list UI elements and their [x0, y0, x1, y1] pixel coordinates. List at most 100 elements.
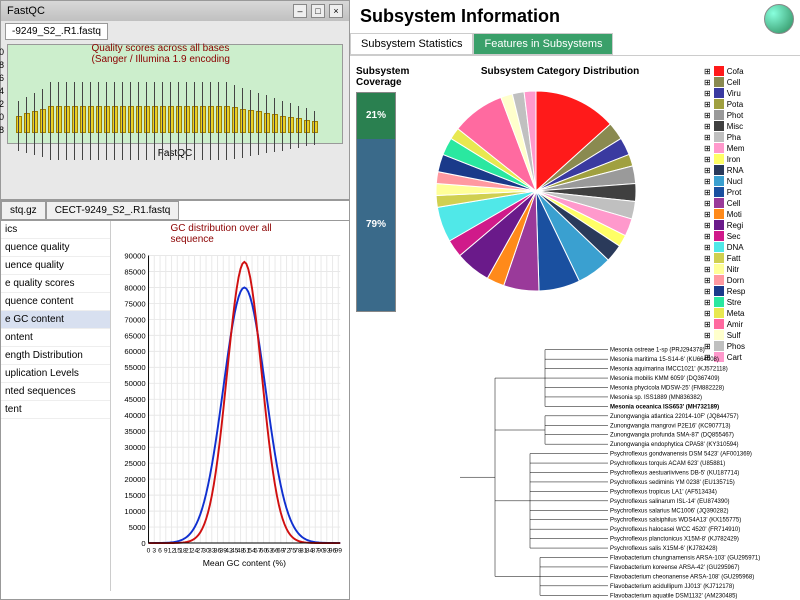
svg-text:75000: 75000	[124, 299, 145, 308]
svg-text:Zunongwangia mangrovi P2E16' (: Zunongwangia mangrovi P2E16' (KC907713)	[610, 423, 731, 429]
svg-text:99: 99	[335, 548, 343, 555]
coverage-block: Subsystem Coverage 21%79%	[356, 66, 416, 363]
subsystem-tab-1[interactable]: Features in Subsystems	[473, 33, 613, 55]
gc-title: GC distribution over all sequence	[171, 223, 290, 245]
svg-text:60000: 60000	[124, 347, 145, 356]
pie-legend: ⊞Cofa⊞Cell⊞Viru⊞Pota⊞Phot⊞Misc⊞Pha⊞Mem⊞I…	[704, 66, 794, 363]
svg-text:40000: 40000	[124, 411, 145, 420]
sidebar-item-6[interactable]: ontent	[1, 329, 110, 347]
legend-item[interactable]: ⊞Dorn	[704, 275, 794, 285]
legend-item[interactable]: ⊞Prot	[704, 187, 794, 197]
gc-svg: 0500010000150002000025000300003500040000…	[115, 225, 345, 587]
svg-text:Mesonia mobilis KMM 6059' (DQ3: Mesonia mobilis KMM 6059' (DQ367409)	[610, 376, 720, 382]
legend-item[interactable]: ⊞Fatt	[704, 253, 794, 263]
svg-text:35000: 35000	[124, 427, 145, 436]
legend-item[interactable]: ⊞Amir	[704, 319, 794, 329]
fastqc-window-1: FastQC – □ × -9249_S2_.R1.fastq Quality …	[0, 0, 350, 200]
legend-item[interactable]: ⊞Nucl	[704, 176, 794, 186]
sidebar-item-0[interactable]: ics	[1, 221, 110, 239]
ytick: 38	[0, 60, 4, 70]
coverage-title: Subsystem Coverage	[356, 66, 416, 88]
legend-item[interactable]: ⊞DNA	[704, 242, 794, 252]
svg-text:10000: 10000	[124, 507, 145, 516]
svg-text:Psychroflexus torquis ACAM 623: Psychroflexus torquis ACAM 623' (U85881)	[610, 461, 725, 467]
svg-text:Mesonia maritima 15-S14-6' (KU: Mesonia maritima 15-S14-6' (KU664008)	[610, 357, 719, 363]
boxplot-title: Quality scores across all bases (Sanger …	[92, 43, 259, 65]
svg-text:0: 0	[141, 539, 145, 548]
legend-item[interactable]: ⊞Cofa	[704, 66, 794, 76]
subsystem-tab-0[interactable]: Subsystem Statistics	[350, 33, 473, 55]
fastqc-window-2: stq.gzCECT-9249_S2_.R1.fastq icsquence q…	[0, 200, 350, 600]
svg-text:Mesonia oceanica ISS653' (MH73: Mesonia oceanica ISS653' (MH732189)	[610, 404, 719, 410]
sidebar-item-1[interactable]: quence quality	[1, 239, 110, 257]
svg-text:30000: 30000	[124, 443, 145, 452]
svg-text:6: 6	[158, 548, 162, 555]
legend-item[interactable]: ⊞Resp	[704, 286, 794, 296]
sidebar-item-8[interactable]: uplication Levels	[1, 365, 110, 383]
sidebar-item-7[interactable]: ength Distribution	[1, 347, 110, 365]
ytick: 30	[0, 112, 4, 122]
sidebar-item-3[interactable]: e quality scores	[1, 275, 110, 293]
analysis-sidebar: icsquence qualityuence qualitye quality …	[1, 221, 111, 591]
subsystem-panel: Subsystem Information Subsystem Statisti…	[350, 0, 800, 345]
legend-item[interactable]: ⊞Cell	[704, 198, 794, 208]
legend-item[interactable]: ⊞Viru	[704, 88, 794, 98]
ytick: 40	[0, 47, 4, 57]
svg-text:Mesonia aquimarina IMCC1021' (: Mesonia aquimarina IMCC1021' (KJ572118)	[610, 367, 728, 373]
svg-text:Psychroflexus aestuariivivens: Psychroflexus aestuariivivens DB-5' (KU1…	[610, 471, 739, 477]
ytick: 32	[0, 99, 4, 109]
legend-item[interactable]: ⊞Phot	[704, 110, 794, 120]
svg-text:Psychroflexus planctonicus X15: Psychroflexus planctonicus X15M-8' (KJ78…	[610, 537, 739, 543]
quality-boxplot: Quality scores across all bases (Sanger …	[7, 44, 343, 144]
close-button[interactable]: ×	[329, 4, 343, 18]
window-buttons: – □ ×	[293, 4, 343, 18]
sidebar-item-10[interactable]: tent	[1, 401, 110, 419]
pie-chart	[426, 81, 646, 301]
legend-item[interactable]: ⊞Misc	[704, 121, 794, 131]
svg-text:0: 0	[147, 548, 151, 555]
svg-text:45000: 45000	[124, 395, 145, 404]
svg-text:Mesonia ostreae 1-sp (PRJ29437: Mesonia ostreae 1-sp (PRJ294378)	[610, 348, 705, 354]
pie-area: Subsystem Category Distribution	[426, 66, 694, 363]
coverage-bar: 21%79%	[356, 92, 396, 312]
legend-item[interactable]: ⊞Sec	[704, 231, 794, 241]
legend-item[interactable]: ⊞Regi	[704, 220, 794, 230]
svg-text:Flavobacterium chungnamensis A: Flavobacterium chungnamensis ARSA-103' (…	[610, 556, 760, 562]
legend-item[interactable]: ⊞Nitr	[704, 264, 794, 274]
svg-text:90000: 90000	[124, 251, 145, 260]
maximize-button[interactable]: □	[311, 4, 325, 18]
file-tab-0[interactable]: stq.gz	[1, 201, 46, 220]
legend-item[interactable]: ⊞Meta	[704, 308, 794, 318]
sidebar-item-9[interactable]: nted sequences	[1, 383, 110, 401]
legend-item[interactable]: ⊞Cell	[704, 77, 794, 87]
file-tab[interactable]: -9249_S2_.R1.fastq	[5, 23, 108, 40]
svg-text:Psychroflexus salsiphilus WDS4: Psychroflexus salsiphilus WDS4A13' (KX15…	[610, 518, 741, 524]
footer-label: FastQC	[1, 146, 349, 161]
file-tab-1[interactable]: CECT-9249_S2_.R1.fastq	[46, 201, 180, 220]
legend-item[interactable]: ⊞Mem	[704, 143, 794, 153]
svg-text:Zunongwangia atlantica 22014-1: Zunongwangia atlantica 22014-10F' (JQ844…	[610, 414, 739, 420]
ytick: 28	[0, 125, 4, 135]
svg-text:85000: 85000	[124, 267, 145, 276]
legend-item[interactable]: ⊞Iron	[704, 154, 794, 164]
minimize-button[interactable]: –	[293, 4, 307, 18]
svg-text:65000: 65000	[124, 331, 145, 340]
svg-text:Psychroflexus salis X15M-6' (K: Psychroflexus salis X15M-6' (KJ782428)	[610, 546, 718, 552]
sidebar-item-2[interactable]: uence quality	[1, 257, 110, 275]
legend-item[interactable]: ⊞RNA	[704, 165, 794, 175]
titlebar[interactable]: FastQC – □ ×	[1, 1, 349, 21]
legend-item[interactable]: ⊞Pha	[704, 132, 794, 142]
svg-text:5000: 5000	[129, 523, 146, 532]
legend-item[interactable]: ⊞Sulf	[704, 330, 794, 340]
sidebar-item-5[interactable]: e GC content	[1, 311, 110, 329]
svg-text:3: 3	[152, 548, 156, 555]
legend-item[interactable]: ⊞Stre	[704, 297, 794, 307]
ytick: 34	[0, 86, 4, 96]
gc-chart: GC distribution over all sequence 0 5000 1…	[111, 221, 349, 591]
subsystem-tabs: Subsystem StatisticsFeatures in Subsyste…	[350, 33, 800, 56]
svg-text:25000: 25000	[124, 459, 145, 468]
sidebar-item-4[interactable]: quence content	[1, 293, 110, 311]
legend-item[interactable]: ⊞Pota	[704, 99, 794, 109]
svg-text:Flavobacterium koreense ARSA-4: Flavobacterium koreense ARSA-42' (GU2959…	[610, 565, 740, 571]
legend-item[interactable]: ⊞Moti	[704, 209, 794, 219]
